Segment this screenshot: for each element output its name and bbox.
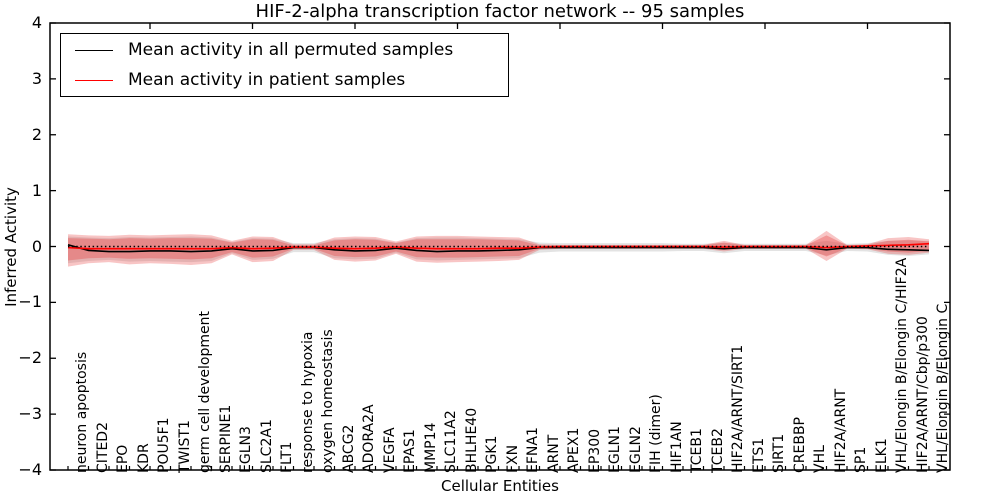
legend-line-swatch <box>75 49 113 51</box>
x-category-label: FLT1 <box>279 441 295 473</box>
x-category-label: POU5F1 <box>156 417 172 473</box>
x-category-label: TWIST1 <box>176 420 193 473</box>
x-category-label: VEGFA <box>381 427 398 473</box>
legend-box: Mean activity in all permuted samples Mea… <box>60 33 509 97</box>
x-category-label: KDR <box>135 443 152 473</box>
x-category-label: CITED2 <box>94 422 111 473</box>
x-category-label: EFNA1 <box>525 427 541 473</box>
x-axis-label: Cellular Entities <box>441 477 559 495</box>
y-tick-label: −1 <box>18 292 42 312</box>
x-category-label: HIF1AN <box>668 421 685 473</box>
x-category-label: ARNT <box>545 434 562 473</box>
chart-title: HIF-2-alpha transcription factor network… <box>255 1 745 22</box>
x-category-label: HIF2A/ARNT/Cbp/p300 <box>914 316 931 473</box>
x-category-label: VHL/Elongin B/Elongin C/HIF2A <box>894 257 910 473</box>
x-category-label: oxygen homeostasis <box>320 329 336 473</box>
x-category-label: SLC11A2 <box>443 410 459 473</box>
mean-permuted-line <box>67 244 930 253</box>
y-tick-label: −2 <box>18 348 42 368</box>
x-category-label: HIF2A/ARNT <box>832 388 849 473</box>
x-category-label: MMP14 <box>422 422 439 473</box>
x-category-label: FIH (dimer) <box>648 394 664 473</box>
y-tick-label: 3 <box>31 68 42 88</box>
x-category-label: BHLHE40 <box>463 407 480 473</box>
x-category-label: VHL/Elongin B/Elongin C <box>935 303 951 473</box>
x-category-label: ELK1 <box>873 438 890 473</box>
x-category-label: CREBBP <box>791 417 808 473</box>
legend-entry: Mean activity in patient samples <box>61 68 508 92</box>
legend-label: Mean activity in all permuted samples <box>128 40 454 60</box>
x-category-label: APEX1 <box>566 427 582 473</box>
x-category-label: EGLN2 <box>627 426 644 473</box>
x-category-label: SERPINE1 <box>217 404 234 473</box>
x-category-label: FXN <box>504 444 521 473</box>
x-category-label: ETS1 <box>750 437 767 473</box>
x-category-label: ADORA2A <box>361 404 377 473</box>
y-tick-label: 0 <box>31 236 42 256</box>
x-category-label: HIF2A/ARNT/SIRT1 <box>730 344 746 473</box>
x-category-label: response to hypoxia <box>299 331 316 473</box>
y-tick-label: 2 <box>31 124 42 144</box>
y-tick-label: −4 <box>18 460 42 479</box>
legend-line-swatch <box>75 79 113 81</box>
x-category-label: SIRT1 <box>771 433 787 473</box>
x-category-label: PGK1 <box>484 435 500 473</box>
x-category-label: neuron apoptosis <box>74 351 90 473</box>
x-category-label: EP300 <box>586 428 603 473</box>
y-tick-label: 4 <box>31 13 42 32</box>
x-category-label: TCEB1 <box>689 428 705 473</box>
x-category-label: EPO <box>115 444 131 473</box>
x-category-label: EGLN1 <box>607 426 623 473</box>
x-category-label: germ cell development <box>197 311 213 473</box>
y-tick-label: −3 <box>18 404 42 424</box>
x-category-label: SP1 <box>853 446 869 473</box>
x-category-label: TCEB2 <box>709 428 726 473</box>
x-category-label: SLC2A1 <box>258 419 275 473</box>
legend-entry: Mean activity in all permuted samples <box>61 38 508 62</box>
x-category-label: EPAS1 <box>402 429 418 473</box>
x-category-label: EGLN3 <box>238 426 254 473</box>
x-category-label: ABCG2 <box>340 424 357 473</box>
legend-label: Mean activity in patient samples <box>128 70 406 90</box>
x-category-label: VHL <box>812 445 828 473</box>
y-tick-label: 1 <box>31 180 42 200</box>
